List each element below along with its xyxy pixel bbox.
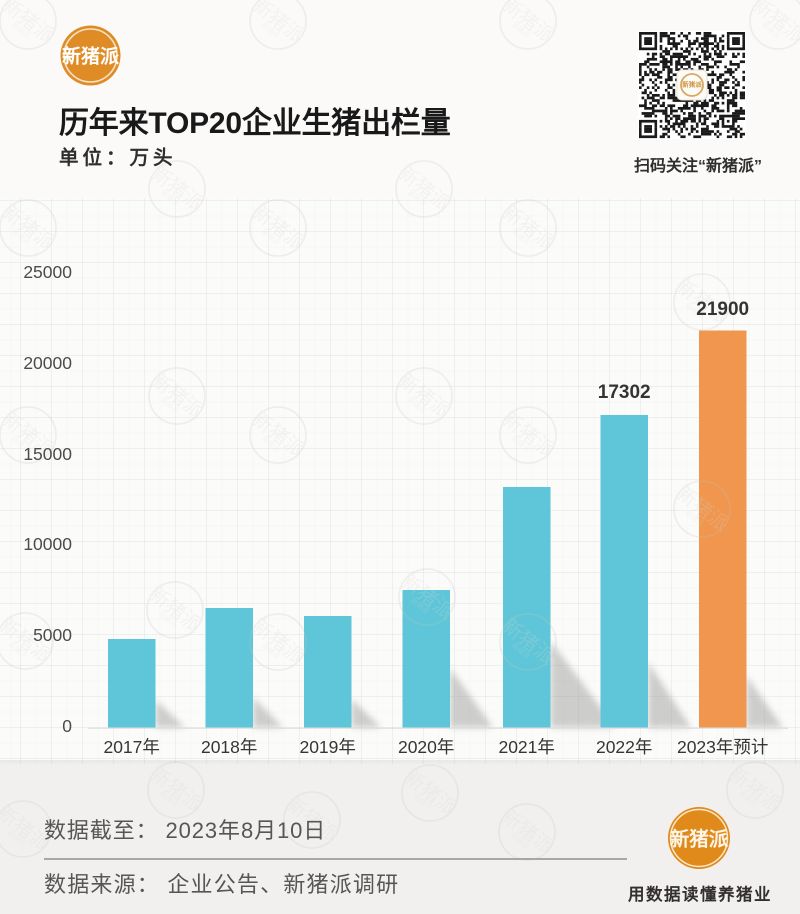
svg-text:新猪派: 新猪派 — [670, 828, 729, 851]
svg-text:新猪派: 新猪派 — [62, 45, 120, 68]
svg-text:新猪派: 新猪派 — [682, 80, 702, 89]
